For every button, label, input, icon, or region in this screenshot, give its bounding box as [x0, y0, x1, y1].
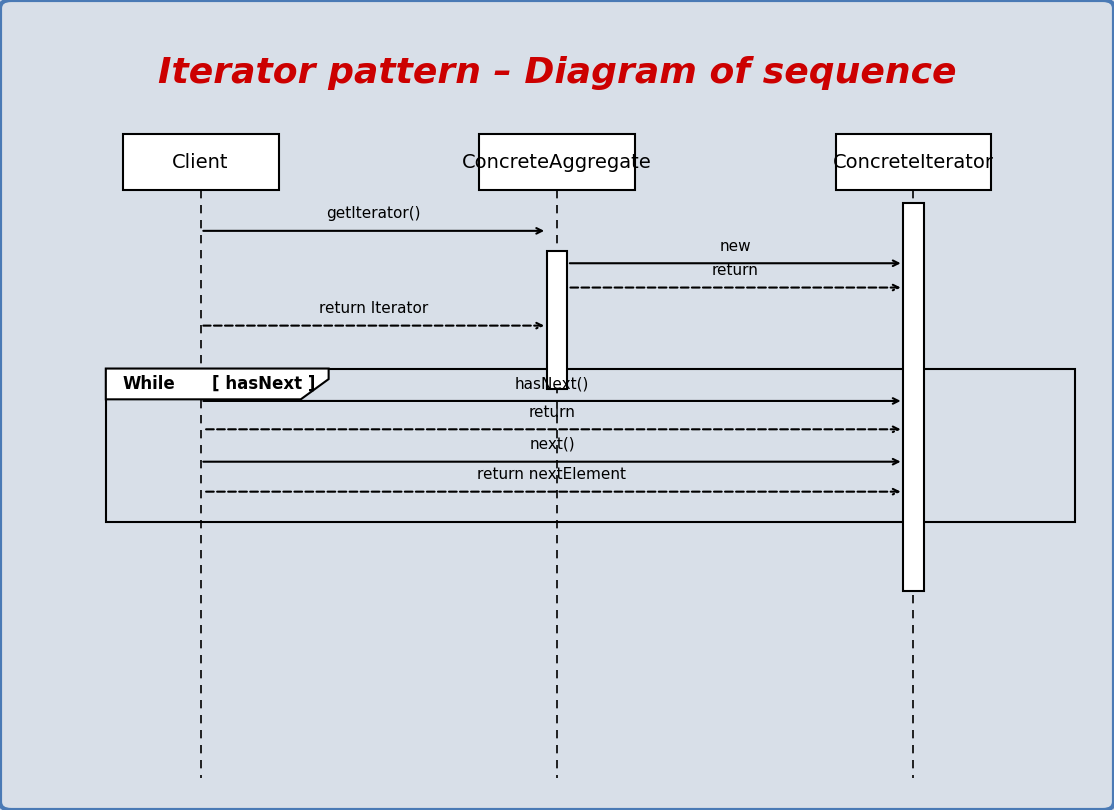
Text: [ hasNext ]: [ hasNext ]: [212, 375, 315, 393]
Text: hasNext(): hasNext(): [515, 376, 589, 391]
FancyBboxPatch shape: [479, 134, 635, 190]
FancyBboxPatch shape: [836, 134, 991, 190]
Text: next(): next(): [529, 437, 575, 452]
FancyBboxPatch shape: [123, 134, 278, 190]
Text: return nextElement: return nextElement: [478, 467, 626, 482]
Text: getIterator(): getIterator(): [326, 206, 421, 221]
Text: return: return: [528, 404, 576, 420]
Polygon shape: [106, 369, 329, 399]
Text: Iterator pattern – Diagram of sequence: Iterator pattern – Diagram of sequence: [158, 56, 956, 90]
Text: return: return: [712, 262, 759, 278]
FancyBboxPatch shape: [547, 251, 567, 389]
Text: new: new: [720, 238, 751, 254]
Text: Client: Client: [173, 152, 228, 172]
Text: ConcreteIterator: ConcreteIterator: [833, 152, 994, 172]
Text: return Iterator: return Iterator: [319, 301, 429, 316]
Text: ConcreteAggregate: ConcreteAggregate: [462, 152, 652, 172]
Text: While: While: [123, 375, 175, 393]
FancyBboxPatch shape: [903, 202, 924, 591]
